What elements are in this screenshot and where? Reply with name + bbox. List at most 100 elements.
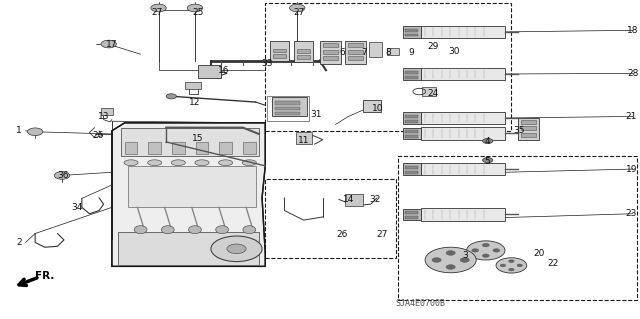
Text: 12: 12: [189, 98, 201, 107]
Bar: [323, 56, 337, 61]
Circle shape: [101, 40, 116, 48]
Circle shape: [493, 249, 500, 252]
Bar: [403, 163, 420, 175]
Text: 18: 18: [627, 26, 639, 35]
Bar: [297, 49, 310, 53]
Text: 2: 2: [17, 238, 22, 247]
Bar: [420, 26, 505, 38]
Bar: [172, 142, 185, 154]
Bar: [296, 132, 312, 144]
Text: 15: 15: [193, 134, 204, 143]
Text: 26: 26: [92, 131, 104, 140]
Ellipse shape: [216, 226, 228, 234]
Bar: [405, 33, 418, 36]
Text: 24: 24: [428, 89, 439, 98]
Text: 9: 9: [408, 48, 414, 57]
Bar: [405, 29, 418, 32]
Bar: [265, 179, 396, 258]
Circle shape: [28, 128, 43, 136]
Polygon shape: [112, 123, 265, 266]
Circle shape: [188, 4, 203, 12]
Bar: [405, 76, 418, 78]
Bar: [243, 142, 256, 154]
Circle shape: [54, 172, 70, 179]
Text: 28: 28: [627, 69, 639, 78]
Ellipse shape: [195, 160, 209, 166]
Bar: [405, 166, 418, 169]
Bar: [405, 71, 418, 74]
Text: 27: 27: [376, 230, 387, 239]
Circle shape: [483, 254, 489, 257]
Ellipse shape: [219, 160, 233, 166]
Ellipse shape: [148, 160, 162, 166]
Circle shape: [500, 264, 506, 267]
Bar: [323, 50, 337, 54]
Text: 8: 8: [385, 48, 391, 57]
Bar: [521, 120, 536, 123]
Circle shape: [509, 260, 514, 263]
Bar: [405, 130, 418, 133]
Text: 17: 17: [106, 40, 118, 49]
Circle shape: [467, 241, 505, 260]
Bar: [403, 112, 420, 124]
Bar: [269, 41, 289, 61]
Bar: [405, 120, 418, 122]
Bar: [323, 43, 337, 47]
Bar: [420, 208, 505, 221]
Ellipse shape: [243, 226, 256, 234]
Bar: [273, 54, 286, 58]
Circle shape: [289, 4, 305, 12]
Bar: [345, 194, 363, 206]
Bar: [403, 209, 420, 220]
Bar: [420, 127, 505, 140]
Text: 13: 13: [99, 112, 110, 121]
Text: 29: 29: [427, 42, 438, 51]
Text: 10: 10: [372, 104, 383, 113]
Circle shape: [425, 247, 476, 273]
Text: 32: 32: [369, 195, 381, 204]
Bar: [148, 142, 161, 154]
Bar: [403, 128, 420, 139]
Bar: [420, 112, 505, 124]
Text: 11: 11: [298, 136, 309, 145]
Text: 14: 14: [342, 195, 354, 204]
Text: 1: 1: [16, 126, 22, 135]
Ellipse shape: [161, 226, 174, 234]
Text: 36: 36: [58, 171, 69, 180]
Bar: [186, 82, 202, 89]
Bar: [348, 43, 363, 47]
Ellipse shape: [243, 160, 257, 166]
Bar: [521, 126, 536, 130]
Circle shape: [211, 236, 262, 262]
Bar: [518, 118, 539, 140]
Text: 21: 21: [626, 112, 637, 121]
Ellipse shape: [189, 226, 202, 234]
Text: 3: 3: [463, 251, 468, 260]
Text: 27: 27: [294, 8, 305, 17]
Text: 26: 26: [336, 230, 348, 239]
Bar: [348, 56, 363, 61]
Text: 22: 22: [547, 259, 559, 268]
Circle shape: [472, 249, 479, 252]
Bar: [405, 216, 418, 219]
Text: FR.: FR.: [35, 271, 54, 281]
Bar: [275, 107, 300, 110]
Circle shape: [483, 158, 493, 163]
Text: 19: 19: [626, 165, 637, 174]
Ellipse shape: [134, 226, 147, 234]
Bar: [387, 48, 399, 55]
Ellipse shape: [172, 160, 186, 166]
Text: 31: 31: [310, 110, 321, 119]
Bar: [275, 101, 300, 105]
Circle shape: [496, 258, 527, 273]
Circle shape: [227, 244, 246, 254]
Bar: [345, 41, 366, 64]
Ellipse shape: [124, 160, 138, 166]
Bar: [405, 171, 418, 174]
Text: 23: 23: [626, 209, 637, 218]
Text: 5: 5: [484, 157, 490, 166]
Bar: [265, 3, 511, 131]
Circle shape: [517, 264, 523, 267]
Bar: [267, 96, 308, 121]
Bar: [403, 26, 420, 38]
